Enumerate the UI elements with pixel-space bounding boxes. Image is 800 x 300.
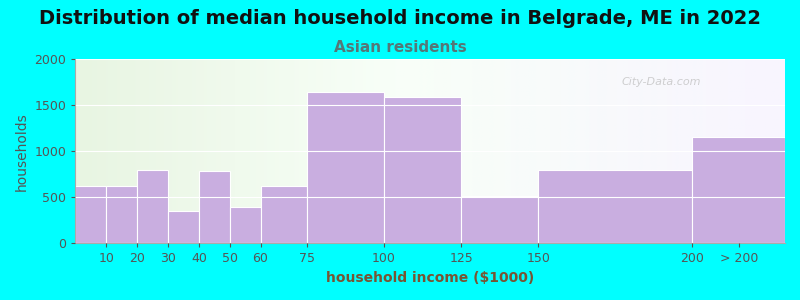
Bar [137,170,168,243]
Text: City-Data.com: City-Data.com [622,77,702,87]
X-axis label: household income ($1000): household income ($1000) [326,271,534,285]
Bar [538,170,693,243]
Bar [693,137,785,243]
Bar [384,97,461,243]
Y-axis label: households: households [15,112,29,190]
Bar [307,92,384,243]
Bar [168,211,199,243]
Bar [461,196,538,243]
Bar [261,186,307,243]
Bar [230,206,261,243]
Bar [106,186,137,243]
Text: Asian residents: Asian residents [334,40,466,56]
Text: Distribution of median household income in Belgrade, ME in 2022: Distribution of median household income … [39,9,761,28]
Bar [199,171,230,243]
Bar [75,186,106,243]
